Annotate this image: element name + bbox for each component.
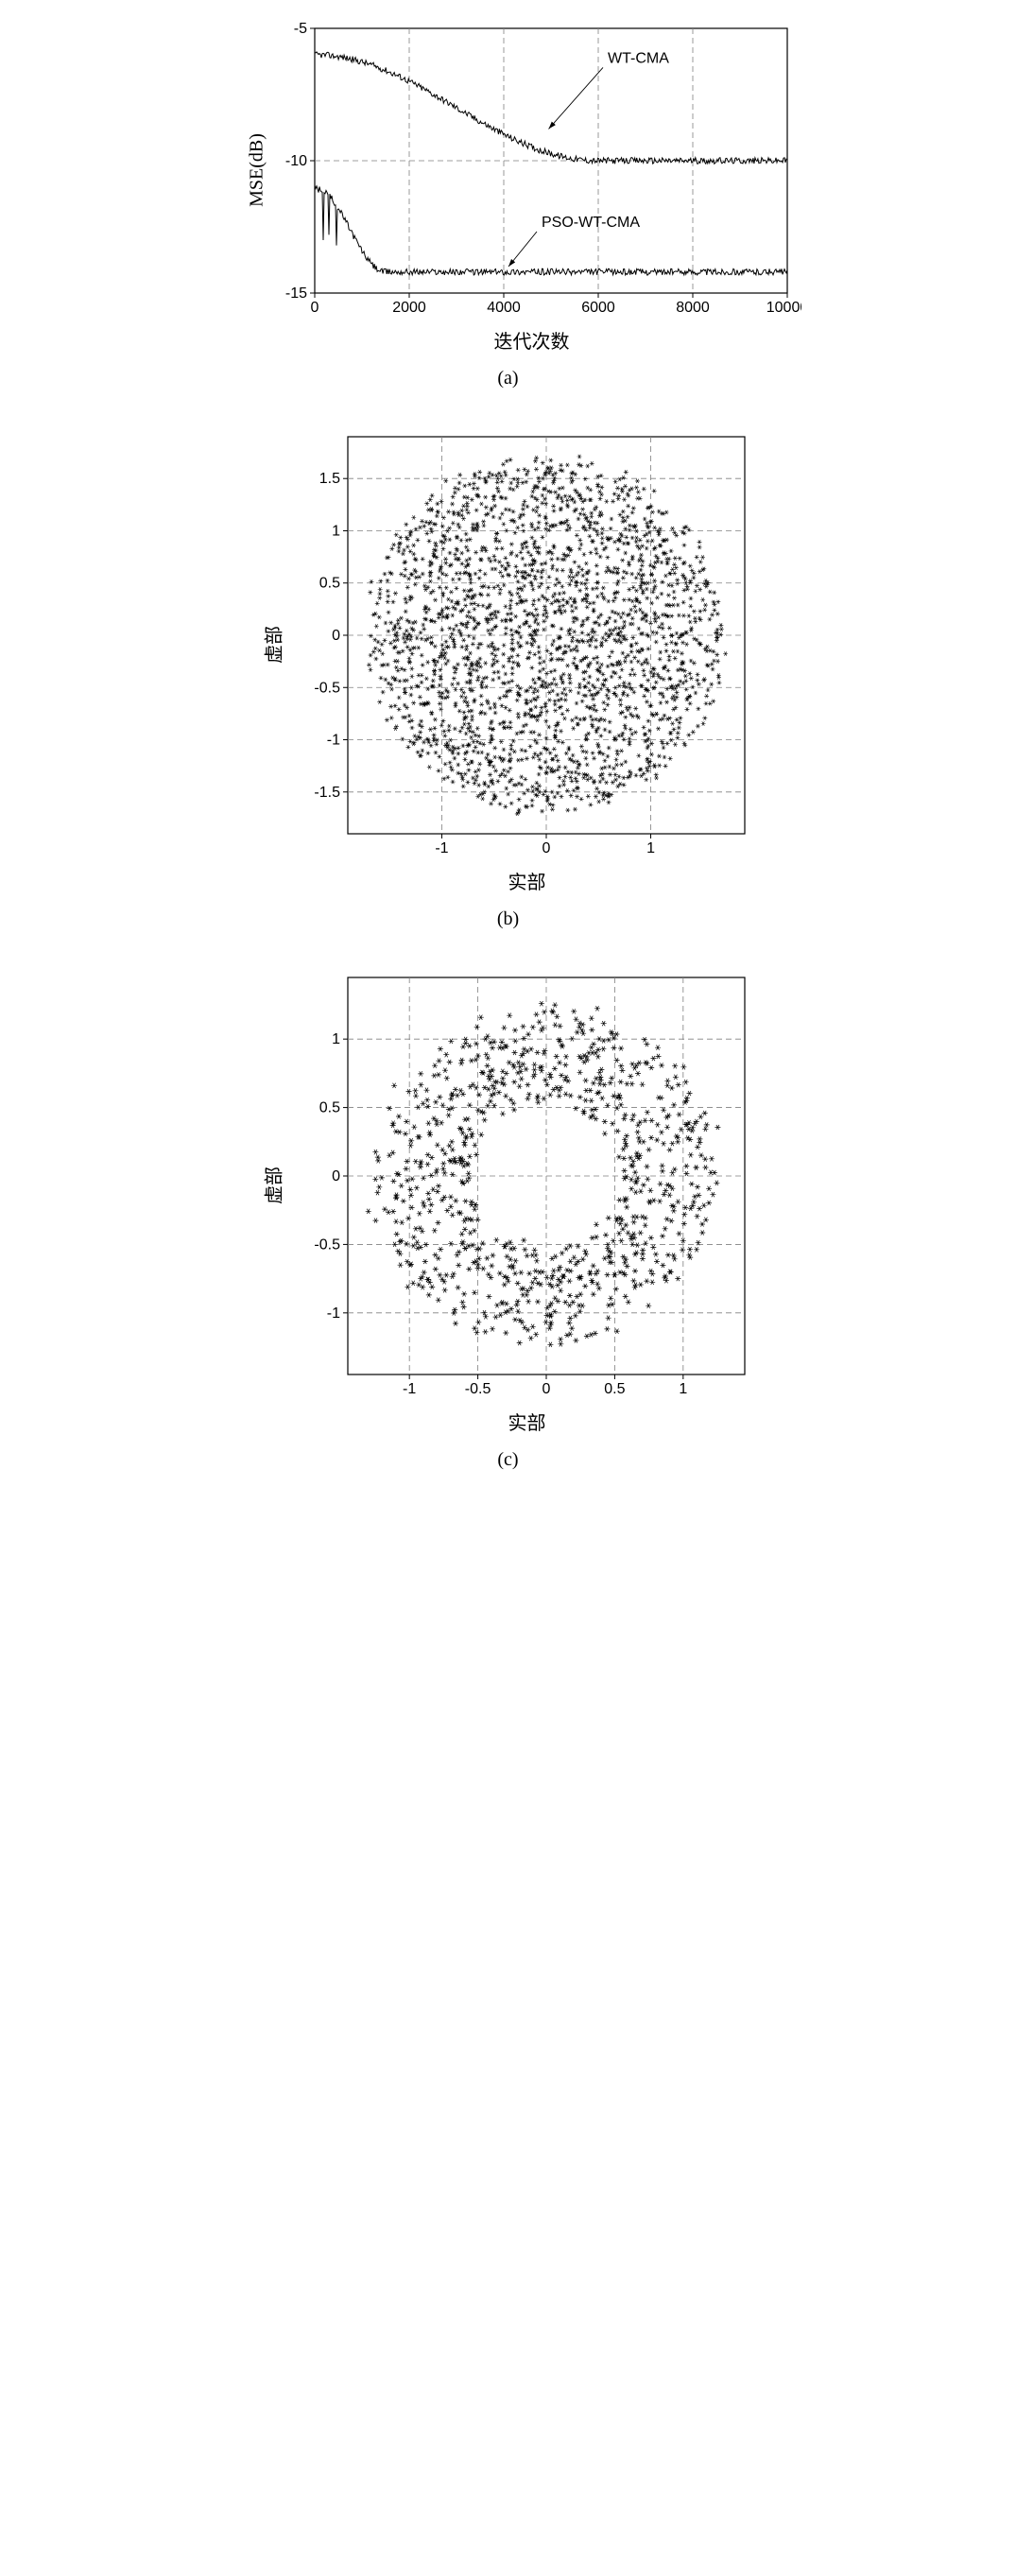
ylabel-c: 虚部 [258,1167,285,1204]
ylabel-b: 虚部 [258,626,285,664]
svg-text:0: 0 [310,300,319,316]
figure-b: 虚部 -1 0 1 -1.5 -1 -0.5 0 0.5 1 1.5 实部 (b) [258,427,759,930]
svg-text:-15: -15 [284,285,306,302]
svg-text:-0.5: -0.5 [314,680,340,696]
svg-text:1: 1 [332,1031,340,1047]
svg-text:4000: 4000 [487,300,521,316]
svg-text:0.5: 0.5 [319,576,339,592]
svg-text:6000: 6000 [581,300,615,316]
figure-c: 虚部 -1 -0.5 0 0.5 1 -1 -0.5 0 0.5 1 实部 (c) [258,968,759,1471]
svg-text:1: 1 [332,523,340,539]
svg-text:0: 0 [332,628,340,644]
svg-text:-1: -1 [403,1381,416,1397]
svg-text:WT-CMA: WT-CMA [608,50,669,66]
svg-text:0: 0 [542,840,550,856]
svg-text:-5: -5 [293,21,306,37]
svg-text:-1.5: -1.5 [314,785,340,801]
plot-a: MSE(dB) 0200040006000800010000-15-10-5WT… [263,19,801,321]
svg-text:-1: -1 [326,733,339,749]
xlabel-b: 实部 [508,867,546,894]
svg-text:2000: 2000 [392,300,426,316]
svg-text:10000: 10000 [766,300,801,316]
svg-text:-10: -10 [284,153,306,169]
xlabel-a: 迭代次数 [494,326,570,354]
svg-text:0: 0 [542,1381,550,1397]
svg-text:0.5: 0.5 [604,1381,625,1397]
xlabel-c: 实部 [508,1408,546,1435]
svg-a: 0 2000 4000 6000 8000 10000 -15 -10 -5 WT-CMA PSO-… [263,19,801,321]
svg-text:1: 1 [679,1381,687,1397]
svg-text:-0.5: -0.5 [314,1236,340,1253]
ylabel-a: MSE(dB) [246,133,267,207]
svg-text:1: 1 [646,840,655,856]
svg-text:0.5: 0.5 [319,1100,339,1116]
plot-b: 虚部 -101-1.5-1-0.500.511.5 [296,427,759,862]
svg-b: -1 0 1 -1.5 -1 -0.5 0 0.5 1 1.5 [296,427,759,862]
caption-b: (b) [497,908,519,930]
svg-text:-0.5: -0.5 [464,1381,491,1397]
svg-text:1.5: 1.5 [319,471,339,487]
caption-a: (a) [497,368,518,389]
svg-text:-1: -1 [326,1305,339,1322]
svg-text:-1: -1 [435,840,448,856]
plot-c: 虚部 -1-0.500.51-1-0.500.51 [296,968,759,1403]
svg-text:PSO-WT-CMA: PSO-WT-CMA [542,215,640,231]
svg-text:0: 0 [332,1168,340,1184]
figure-a: MSE(dB) 0 2000 4000 6000 8000 10000 -15 -10 -5 WT… [215,19,801,389]
caption-c: (c) [497,1449,518,1471]
svg-c: -1 -0.5 0 0.5 1 -1 -0.5 0 0.5 1 [296,968,759,1403]
svg-text:8000: 8000 [676,300,710,316]
